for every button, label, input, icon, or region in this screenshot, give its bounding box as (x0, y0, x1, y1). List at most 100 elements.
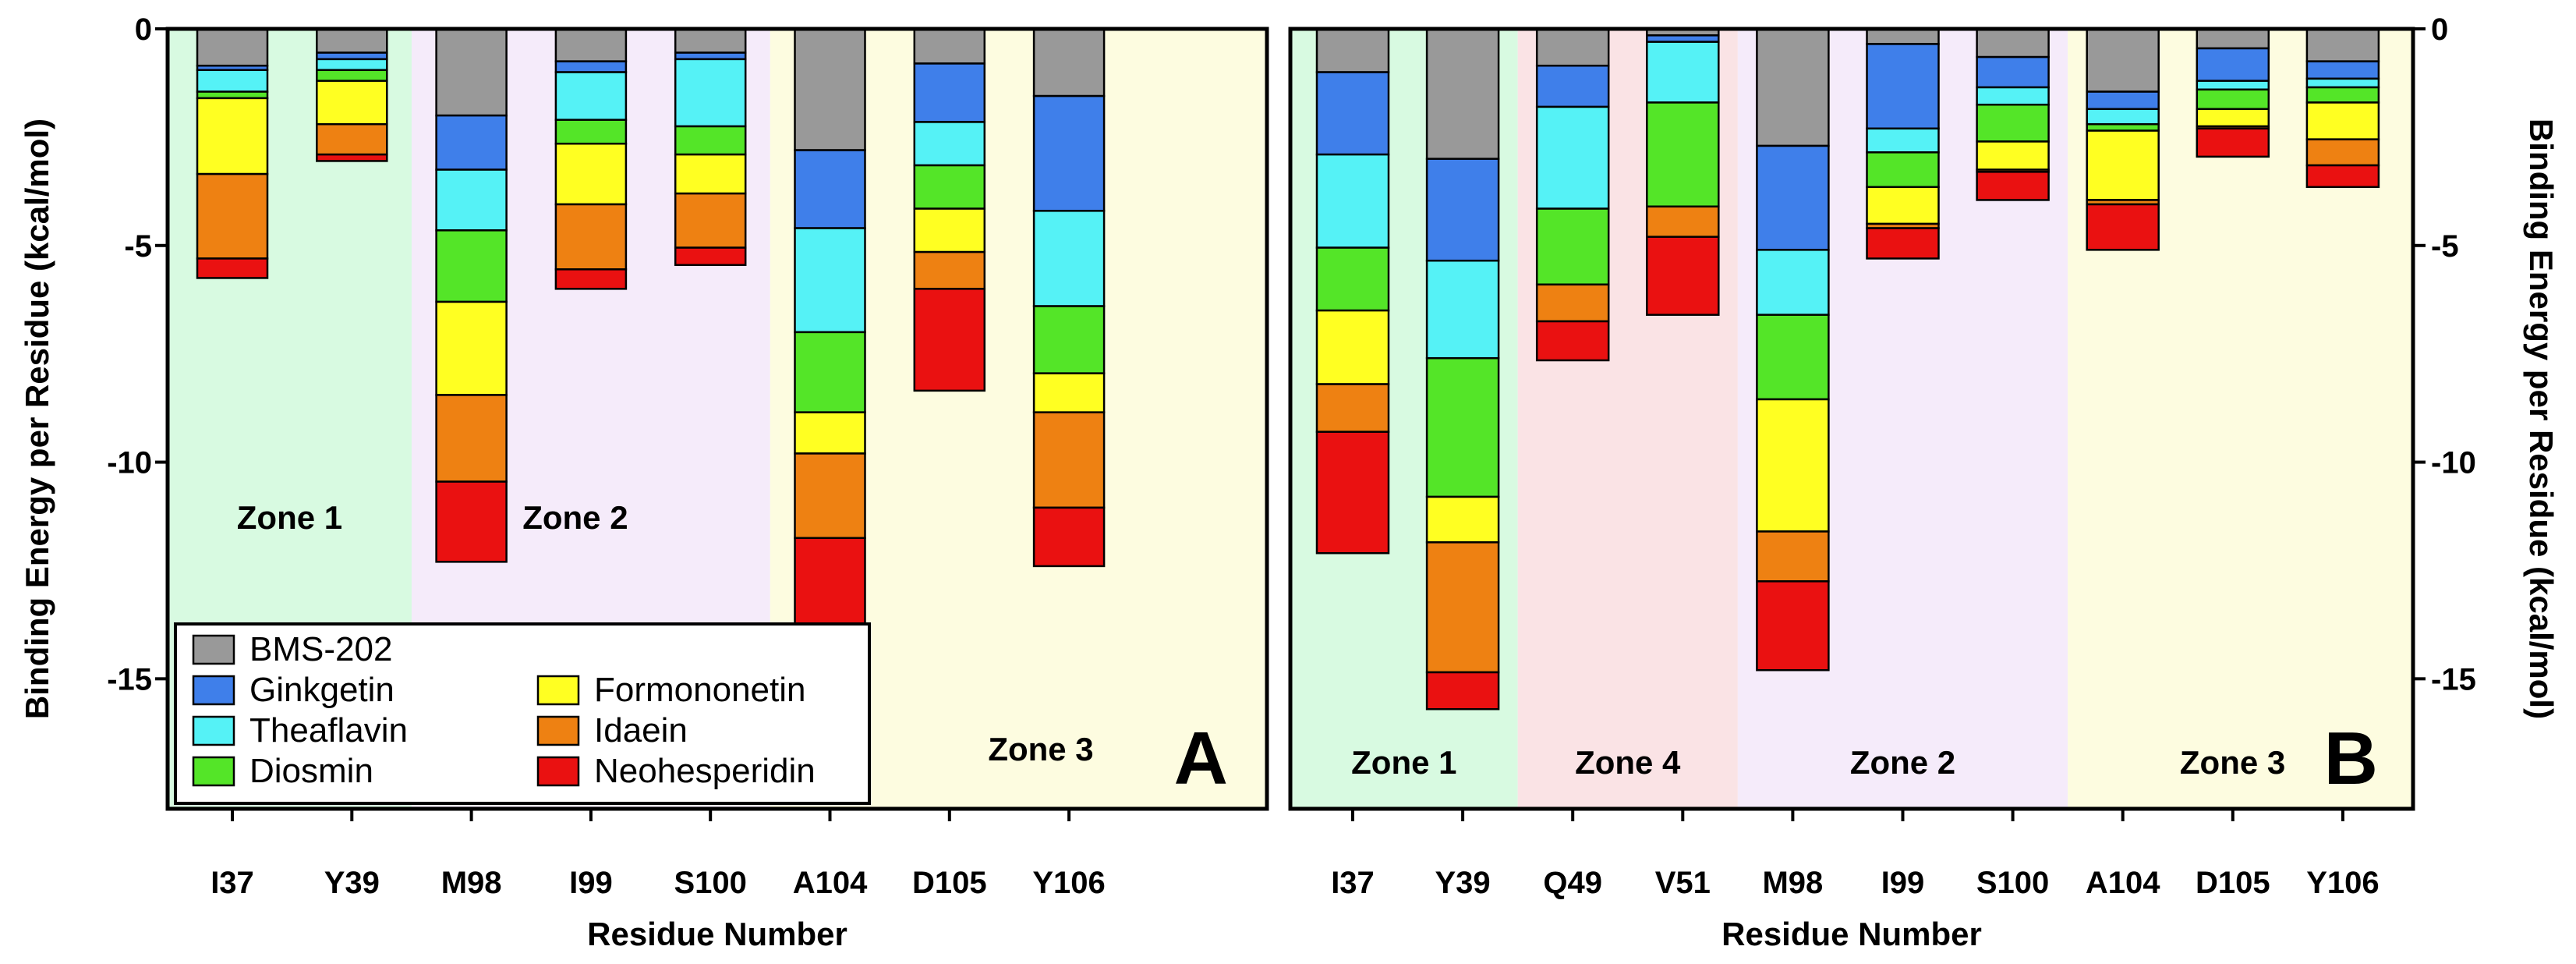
bar-b-q49-diosmin (1535, 207, 1610, 286)
bar-b-m98-diosmin (1756, 314, 1830, 401)
bar-b-v51-theaflavin (1646, 41, 1720, 104)
bar-b-a104-ginkgetin (2086, 90, 2160, 111)
bar-a-m98-diosmin (435, 229, 508, 303)
legend-label-ginkgetin: Ginkgetin (249, 671, 395, 709)
y-tick-label-a-0: 0 (135, 12, 152, 47)
bar-a-y39-bms-202 (316, 27, 388, 54)
zone-label-b-zone-4: Zone 4 (1575, 744, 1681, 781)
bar-a-m98-neohesperidin (435, 480, 508, 563)
zone-label-a-zone-1: Zone 1 (237, 499, 342, 536)
legend-swatch-bms-202 (192, 634, 235, 665)
y-tick-label-a-3: -15 (107, 662, 152, 696)
bar-b-s100-bms-202 (1976, 27, 2050, 58)
x-tick-label-b-a104: A104 (2086, 866, 2160, 900)
y-tick-label-b-3: -15 (2431, 662, 2476, 696)
bar-a-i99-neohesperidin (554, 268, 628, 290)
x-tick-label-a-i37: I37 (211, 866, 254, 900)
bar-b-i37-idaein (1315, 383, 1390, 433)
bar-a-m98-bms-202 (435, 27, 508, 117)
y-tick-label-a-2: -10 (107, 446, 152, 480)
bar-a-y39-theaflavin (316, 58, 388, 72)
y-tick-label-a-1: -5 (124, 229, 152, 264)
bar-a-s100-theaflavin (674, 58, 747, 128)
bar-a-i99-theaflavin (554, 71, 628, 121)
bar-b-i37-ginkgetin (1315, 71, 1390, 156)
legend-swatch-theaflavin (192, 715, 235, 746)
panel-b: 0 -5 -10 -15 I37 Y39 Q49 V51 M98 I99 S100 A104 D105… (1288, 12, 2476, 900)
bar-b-m98-bms-202 (1756, 27, 1830, 147)
zone-label-a-zone-2: Zone 2 (522, 499, 628, 536)
bar-b-v51-neohesperidin (1646, 236, 1720, 316)
bar-b-a104-theaflavin (2086, 108, 2160, 126)
bar-b-i99-neohesperidin (1866, 227, 1940, 260)
bar-a-s100-diosmin (674, 125, 747, 156)
bar-a-y106-diosmin (1032, 305, 1106, 374)
bar-b-q49-neohesperidin (1535, 320, 1610, 362)
zone-label-b-zone-3: Zone 3 (2180, 744, 2285, 781)
bar-b-v51-diosmin (1646, 101, 1720, 208)
bar-a-i37-neohesperidin (196, 257, 269, 279)
zone-label-a-zone-3: Zone 3 (988, 731, 1093, 767)
bar-b-m98-ginkgetin (1756, 144, 1830, 251)
legend-label-neohesperidin: Neohesperidin (594, 752, 816, 790)
panel-a-letter: A (1174, 717, 1228, 800)
bar-a-s100-bms-202 (674, 27, 747, 54)
bar-a-a104-ginkgetin (794, 149, 866, 229)
bar-b-y106-theaflavin (2305, 77, 2380, 89)
bar-a-y39-neohesperidin (316, 153, 388, 162)
bar-a-y106-theaflavin (1032, 210, 1106, 307)
bar-b-m98-theaflavin (1756, 249, 1830, 316)
y-ticks-b: 0 -5 -10 -15 (2413, 12, 2476, 696)
bar-b-y39-formononetin (1425, 495, 1500, 544)
bar-b-q49-idaein (1535, 283, 1610, 323)
bar-a-a104-bms-202 (794, 27, 866, 151)
y-tick-label-b-2: -10 (2431, 446, 2476, 480)
bar-b-y106-idaein (2305, 138, 2380, 167)
bar-a-i99-idaein (554, 203, 628, 271)
x-tick-label-b-i99: I99 (1881, 866, 1925, 900)
bar-b-y39-idaein (1425, 541, 1500, 674)
y-tick-label-b-0: 0 (2431, 12, 2448, 47)
bar-a-i37-theaflavin (196, 69, 269, 93)
bar-b-d105-formononetin (2196, 108, 2270, 128)
bar-a-s100-neohesperidin (674, 246, 747, 267)
bar-b-s100-neohesperidin (1976, 171, 2050, 201)
bars-a (196, 27, 1106, 637)
bar-b-s100-diosmin (1976, 103, 2050, 143)
bar-b-i37-bms-202 (1315, 27, 1390, 73)
x-tick-label-a-y39: Y39 (324, 866, 380, 900)
bar-b-m98-idaein (1756, 530, 1830, 583)
y-tick-label-b-1: -5 (2431, 229, 2459, 264)
bar-b-y106-formononetin (2305, 101, 2380, 140)
bar-b-s100-formononetin (1976, 140, 2050, 171)
bar-b-i99-theaflavin (1866, 127, 1940, 154)
bar-a-i99-bms-202 (554, 27, 628, 62)
bar-b-y39-bms-202 (1425, 27, 1500, 160)
bar-a-y39-idaein (316, 122, 388, 156)
bar-a-y106-bms-202 (1032, 27, 1106, 97)
bar-a-m98-idaein (435, 394, 508, 483)
bar-a-s100-idaein (674, 192, 747, 249)
bar-a-d105-formononetin (913, 207, 986, 253)
legend-swatch-ginkgetin (192, 675, 235, 706)
bar-b-s100-theaflavin (1976, 86, 2050, 106)
bar-b-i37-neohesperidin (1315, 431, 1390, 555)
bar-b-v51-idaein (1646, 205, 1720, 238)
bar-a-y106-ginkgetin (1032, 94, 1106, 212)
bar-a-i37-idaein (196, 172, 269, 260)
bar-b-d105-diosmin (2196, 88, 2270, 111)
x-tick-label-a-i99: I99 (569, 866, 613, 900)
bar-b-i99-diosmin (1866, 151, 1940, 189)
x-ticks-b: I37 Y39 Q49 V51 M98 I99 S100 A104 D105 Y106 (1331, 809, 2380, 900)
bar-b-q49-bms-202 (1535, 27, 1610, 67)
bar-a-d105-bms-202 (913, 27, 986, 65)
zone-labels-a: Zone 1 Zone 2 Zone 3 (237, 499, 1094, 767)
x-tick-label-b-m98: M98 (1762, 866, 1823, 900)
x-tick-label-a-y106: Y106 (1032, 866, 1105, 900)
bar-b-y39-neohesperidin (1425, 671, 1500, 711)
zone-label-b-zone-2: Zone 2 (1850, 744, 1955, 781)
legend-swatch-diosmin (192, 756, 235, 787)
bar-b-d105-bms-202 (2196, 27, 2270, 50)
bar-b-q49-theaflavin (1535, 105, 1610, 210)
